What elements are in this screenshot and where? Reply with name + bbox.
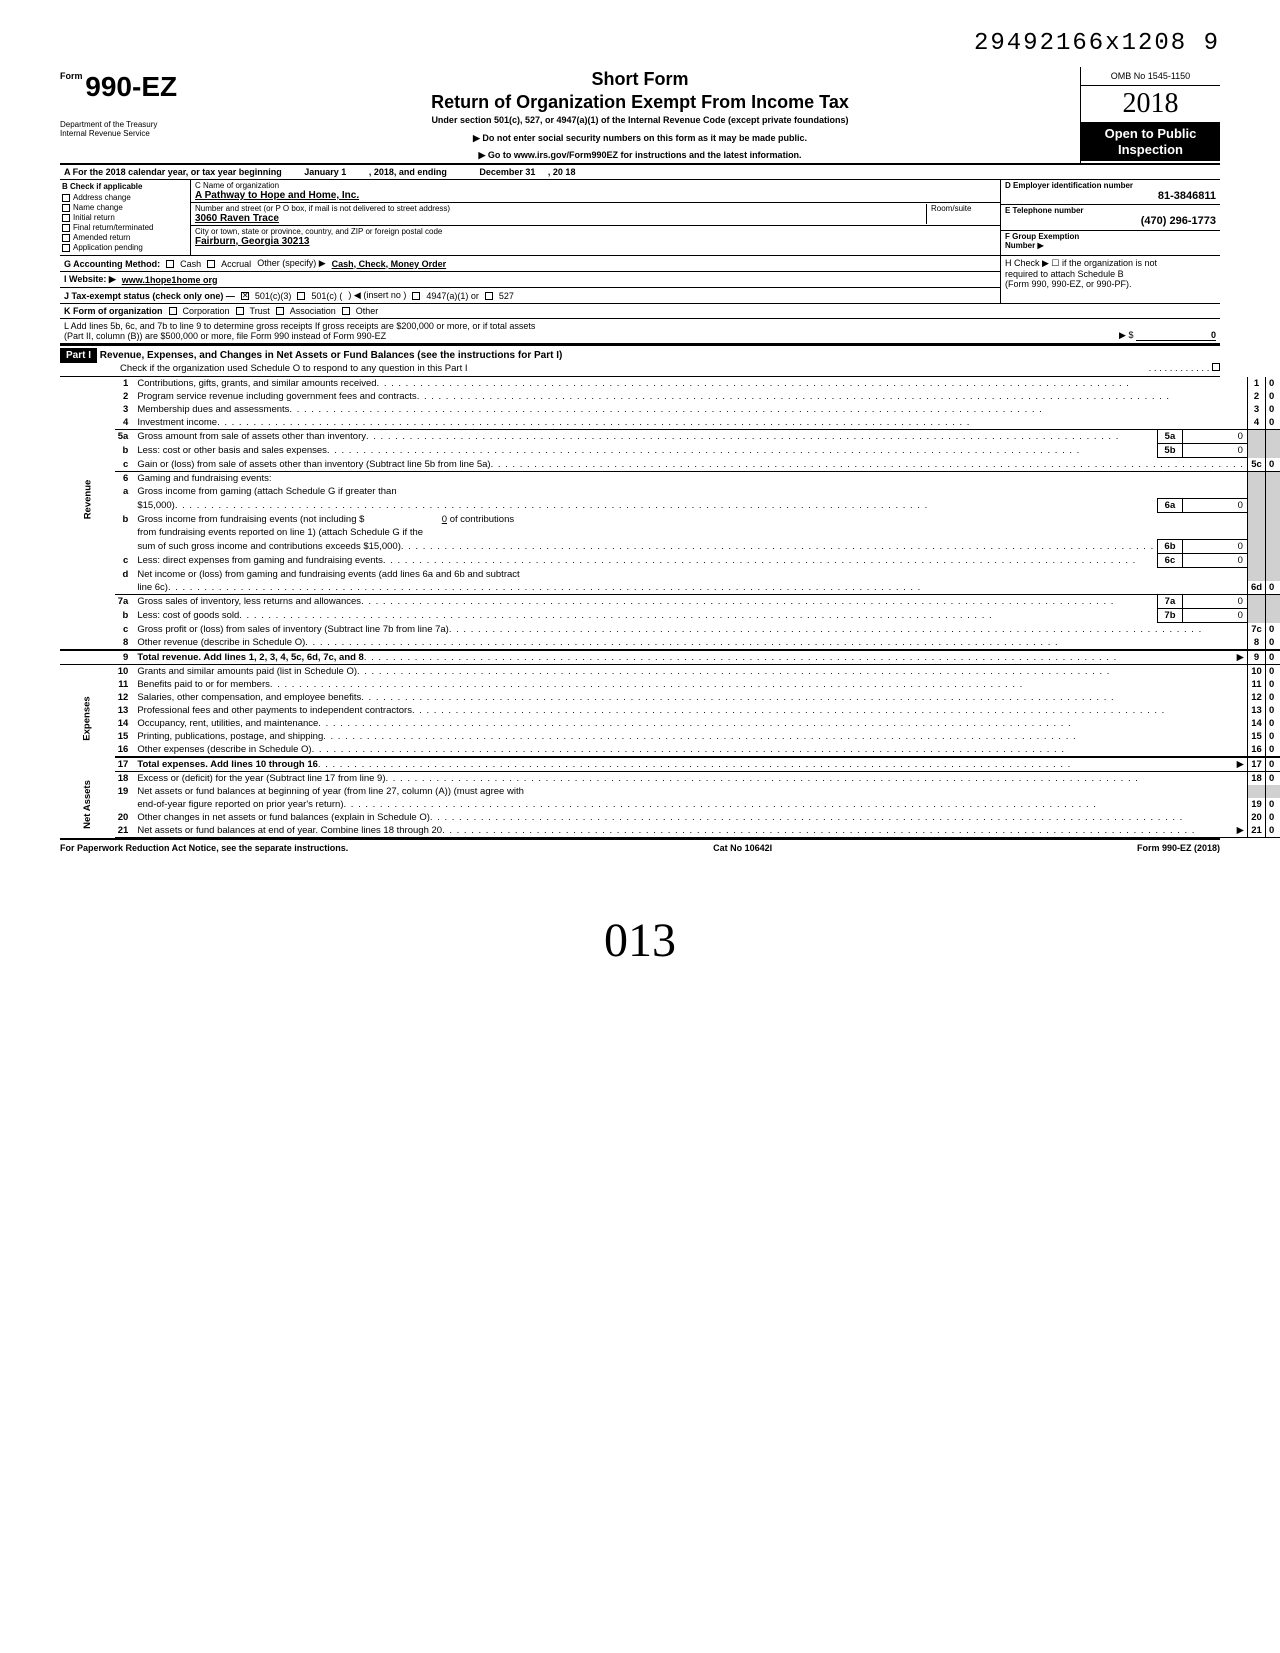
amt-16: 0 [1266, 743, 1280, 757]
omb-number: OMB No 1545-1150 [1081, 67, 1220, 86]
amt-12: 0 [1266, 691, 1280, 704]
chk-accrual[interactable] [207, 260, 215, 268]
row-g-accounting: G Accounting Method: Cash Accrual Other … [60, 256, 1000, 272]
amt-7a: 0 [1182, 595, 1247, 609]
row-k-org-form: K Form of organization Corporation Trust… [60, 304, 1220, 319]
amt-5a: 0 [1182, 430, 1247, 444]
chk-corp[interactable] [169, 307, 177, 315]
expenses-section-label: Expenses [60, 665, 115, 772]
amt-6a: 0 [1182, 499, 1247, 513]
amt-5b: 0 [1182, 444, 1247, 458]
row-i-website: I Website: ▶ www.1hope1home org [60, 272, 1000, 288]
city-label: City or town, state or province, country… [195, 227, 996, 236]
catalog-number: Cat No 10642I [713, 843, 772, 853]
net-assets-section-label: Net Assets [60, 772, 115, 838]
treasury-dept: Department of the Treasury Internal Reve… [60, 121, 196, 139]
amt-10: 0 [1266, 665, 1280, 679]
amt-17: 0 [1266, 757, 1280, 772]
org-name-label: C Name of organization [195, 181, 996, 190]
ein-value: 81-3846811 [1005, 190, 1216, 202]
amt-21: 0 [1266, 824, 1280, 838]
amt-2: 0 [1266, 390, 1280, 403]
chk-pending[interactable] [62, 244, 70, 252]
form-ref: Form 990-EZ (2018) [1137, 843, 1220, 853]
chk-address-change[interactable] [62, 194, 70, 202]
gross-receipts-value: 0 [1136, 330, 1216, 341]
chk-527[interactable] [485, 292, 493, 300]
main-financial-table: Revenue 1Contributions, gifts, grants, a… [60, 377, 1280, 838]
open-to-public: Open to Public Inspection [1081, 122, 1220, 161]
amt-19: 0 [1266, 798, 1280, 811]
amt-14: 0 [1266, 717, 1280, 730]
chk-assoc[interactable] [276, 307, 284, 315]
telephone-value: (470) 296-1773 [1005, 215, 1216, 227]
form-number: Form 990-EZ [60, 71, 196, 103]
handwritten-initials: 013 [60, 913, 1220, 968]
amt-1: 0 [1266, 377, 1280, 390]
amt-4: 0 [1266, 416, 1280, 430]
amt-13: 0 [1266, 704, 1280, 717]
form-header: Form 990-EZ Department of the Treasury I… [60, 67, 1220, 165]
amt-11: 0 [1266, 678, 1280, 691]
chk-initial-return[interactable] [62, 214, 70, 222]
amt-6b: 0 [1182, 540, 1247, 554]
row-a-tax-year: A For the 2018 calendar year, or tax yea… [60, 165, 1220, 180]
city-state-zip: Fairburn, Georgia 30213 [195, 236, 996, 247]
amt-20: 0 [1266, 811, 1280, 824]
subtitle: Under section 501(c), 527, or 4947(a)(1)… [208, 115, 1072, 125]
ssn-warning: ▶ Do not enter social security numbers o… [208, 133, 1072, 144]
chk-name-change[interactable] [62, 204, 70, 212]
amt-18: 0 [1266, 772, 1280, 786]
row-h-schedule-b: H Check ▶ ☐ if the organization is not r… [1000, 256, 1220, 304]
instructions-link: ▶ Go to www.irs.gov/Form990EZ for instru… [208, 150, 1072, 161]
main-title: Return of Organization Exempt From Incom… [208, 92, 1072, 113]
row-j-tax-status: J Tax-exempt status (check only one) — 5… [60, 288, 1000, 304]
identity-block: B Check if applicable Address change Nam… [60, 180, 1220, 256]
chk-501c[interactable] [297, 292, 305, 300]
paperwork-notice: For Paperwork Reduction Act Notice, see … [60, 843, 348, 853]
amt-3: 0 [1266, 403, 1280, 416]
chk-501c3[interactable] [241, 292, 249, 300]
row-l-gross-receipts: L Add lines 5b, 6c, and 7b to line 9 to … [60, 319, 1220, 345]
street-address: 3060 Raven Trace [195, 213, 926, 224]
short-form-title: Short Form [208, 69, 1072, 90]
chk-cash[interactable] [166, 260, 174, 268]
col-b-checkboxes: B Check if applicable Address change Nam… [60, 180, 190, 255]
amt-6c: 0 [1182, 554, 1247, 568]
chk-4947[interactable] [412, 292, 420, 300]
amt-6d: 0 [1266, 581, 1280, 595]
revenue-section-label: Revenue [60, 377, 115, 623]
group-exemption-label: F Group ExemptionNumber ▶ [1005, 232, 1216, 250]
ein-label: D Employer identification number [1005, 181, 1216, 190]
room-label: Room/suite [931, 204, 996, 213]
amt-9: 0 [1266, 650, 1280, 665]
chk-schedule-o[interactable] [1212, 363, 1220, 371]
amt-8: 0 [1266, 636, 1280, 650]
tax-year: 2018 [1081, 86, 1220, 122]
chk-amended[interactable] [62, 234, 70, 242]
amt-7c: 0 [1266, 623, 1280, 637]
amt-15: 0 [1266, 730, 1280, 743]
amt-6b-contrib: 0 [367, 514, 447, 525]
part-1-header: Part I Revenue, Expenses, and Changes in… [60, 345, 1220, 377]
amt-5c: 0 [1266, 458, 1280, 472]
org-name: A Pathway to Hope and Home, Inc. [195, 190, 996, 201]
street-label: Number and street (or P O box, if mail i… [195, 204, 926, 213]
amt-7b: 0 [1182, 609, 1247, 623]
accounting-other-value: Cash, Check, Money Order [332, 259, 447, 269]
page-footer: For Paperwork Reduction Act Notice, see … [60, 840, 1220, 853]
website-value: www.1hope1home org [122, 275, 218, 285]
chk-other-org[interactable] [342, 307, 350, 315]
received-stamp-number: 29492166x1208 9 [60, 30, 1220, 57]
chk-trust[interactable] [236, 307, 244, 315]
chk-final-return[interactable] [62, 224, 70, 232]
telephone-label: E Telephone number [1005, 206, 1216, 215]
